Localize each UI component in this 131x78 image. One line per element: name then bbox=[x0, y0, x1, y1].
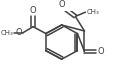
Text: O: O bbox=[97, 47, 104, 56]
Text: O: O bbox=[59, 0, 65, 9]
Text: O: O bbox=[30, 6, 36, 15]
Text: CH₃: CH₃ bbox=[86, 9, 99, 15]
Text: CH₃: CH₃ bbox=[0, 30, 13, 36]
Text: O: O bbox=[15, 28, 22, 37]
